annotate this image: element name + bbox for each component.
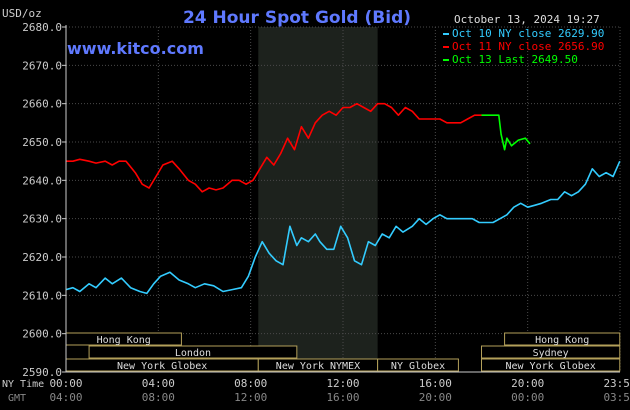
session-bar-label: NY Globex [391,361,445,372]
x-tick-label-ny: 16:00 [419,377,452,390]
y-tick-label: 2590.0 [22,366,62,379]
session-bar-box [377,358,459,372]
legend: Oct 10 NY close 2629.90 Oct 11 NY close … [443,27,604,66]
x-tick-label-ny: 12:00 [326,377,359,390]
session-bar-label: Sydney [533,348,569,359]
session-bar: New York Globex [481,358,621,372]
x-tick-label-gmt: 04:00 [49,391,82,404]
y-tick-label: 2630.0 [22,213,62,226]
nymex-session-shade [258,27,378,372]
session-bar: New York Globex [65,358,259,372]
session-bar-label: New York Globex [505,361,595,372]
session-bar: London [88,345,298,359]
series-line-1 [66,102,482,193]
legend-label-oct11: Oct 11 NY close 2656.90 [452,40,604,53]
legend-label-oct13: Oct 13 Last 2649.50 [452,53,578,66]
x-tick-label-ny: 23:59 [603,377,630,390]
series-line-2 [481,114,531,151]
gmt-row-label: GMT [8,393,26,404]
y-tick-label: 2670.0 [22,59,62,72]
session-bar-box [481,345,621,359]
y-tick-label: 2600.0 [22,328,62,341]
y-tick-label: 2640.0 [22,174,62,187]
session-bar-label: London [175,348,211,359]
y-tick-label: 2660.0 [22,98,62,111]
series-line-0 [65,160,621,295]
session-bar-box [88,345,298,359]
session-bar-label: Hong Kong [97,335,151,346]
chart-title: 24 Hour Spot Gold (Bid) [183,8,411,28]
x-tick-label-gmt: 12:00 [234,391,267,404]
session-bar-box [504,332,621,346]
y-tick-label: 2650.0 [22,136,62,149]
x-tick-label-gmt: 08:00 [142,391,175,404]
session-bar: New York NYMEX [257,358,379,372]
session-bar-label: New York Globex [117,361,207,372]
x-tick-label-ny: 04:00 [142,377,175,390]
x-tick-label-ny: 08:00 [234,377,267,390]
session-bar: Sydney [481,345,621,359]
legend-swatch-oct10 [443,33,449,35]
session-bar: NY Globex [377,358,459,372]
website-watermark: www.kitco.com [67,39,204,58]
session-bar: Hong Kong [65,332,182,346]
legend-label-oct10: Oct 10 NY close 2629.90 [452,27,604,40]
chart-timestamp: October 13, 2024 19:27 [454,13,600,26]
legend-item-oct10: Oct 10 NY close 2629.90 [443,27,604,40]
legend-swatch-oct13 [443,59,449,61]
y-axis-unit-label: USD/oz [2,7,42,20]
x-tick-label-gmt: 03:59 [603,391,630,404]
x-tick-label-gmt: 20:00 [419,391,452,404]
x-tick-label-ny: 00:00 [49,377,82,390]
session-bar: Hong Kong [504,332,621,346]
legend-swatch-oct11 [443,46,449,48]
session-bar-box [481,358,621,372]
session-bar-label: New York NYMEX [276,361,360,372]
ny-time-row-label: NY Time [2,379,44,390]
legend-item-oct11: Oct 11 NY close 2656.90 [443,40,604,53]
x-tick-label-gmt: 16:00 [326,391,359,404]
y-tick-label: 2610.0 [22,289,62,302]
x-tick-label-gmt: 00:00 [511,391,544,404]
legend-item-oct13: Oct 13 Last 2649.50 [443,53,578,66]
y-tick-label: 2680.0 [22,21,62,34]
x-tick-label-ny: 20:00 [511,377,544,390]
session-bar-label: Hong Kong [535,335,589,346]
y-tick-label: 2620.0 [22,251,62,264]
